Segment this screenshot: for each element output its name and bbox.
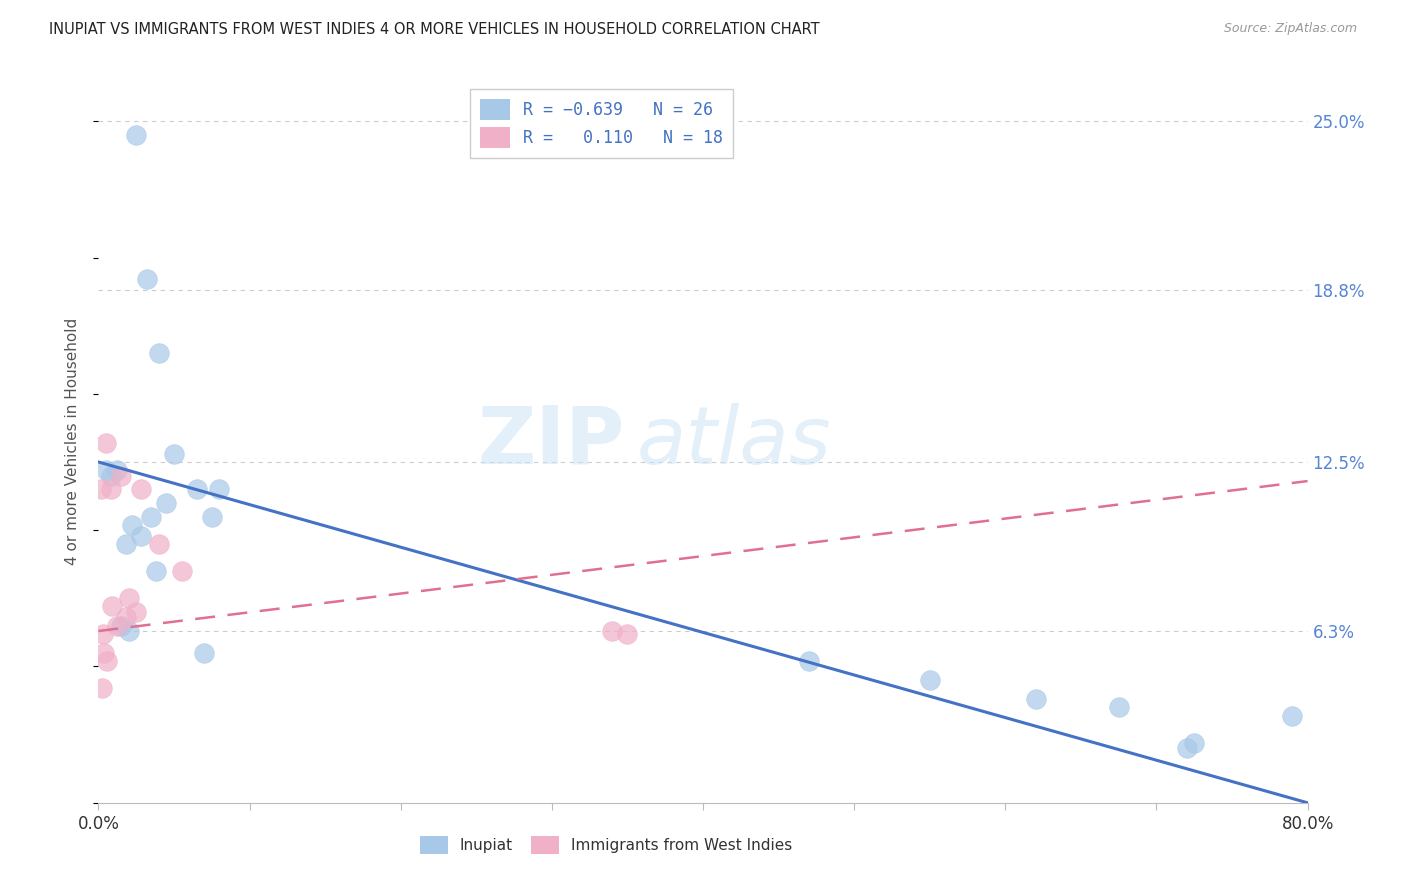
Point	[602, 624, 624, 638]
Text: INUPIAT VS IMMIGRANTS FROM WEST INDIES 4 OR MORE VEHICLES IN HOUSEHOLD CORRELATI: INUPIAT VS IMMIGRANTS FROM WEST INDIES 4…	[49, 22, 820, 37]
Point	[110, 618, 132, 632]
Point	[1281, 708, 1303, 723]
Point	[145, 564, 167, 578]
Point	[101, 599, 124, 614]
Point	[201, 509, 224, 524]
Point	[918, 673, 941, 687]
Point	[125, 605, 148, 619]
Point	[1108, 700, 1130, 714]
Point	[129, 528, 152, 542]
Point	[118, 591, 141, 606]
Point	[118, 624, 141, 638]
Point	[91, 626, 114, 640]
Point	[125, 128, 148, 142]
Point	[100, 482, 122, 496]
Point	[155, 496, 177, 510]
Point	[90, 482, 112, 496]
Point	[105, 618, 128, 632]
Point	[110, 468, 132, 483]
Point	[148, 346, 170, 360]
Point	[114, 610, 136, 624]
Point	[91, 681, 114, 696]
Point	[141, 509, 163, 524]
Point	[93, 646, 115, 660]
Point	[135, 272, 157, 286]
Point	[208, 482, 231, 496]
Text: atlas: atlas	[637, 402, 831, 481]
Point	[148, 537, 170, 551]
Point	[186, 482, 208, 496]
Point	[96, 654, 118, 668]
Point	[94, 436, 117, 450]
Legend: Inupiat, Immigrants from West Indies: Inupiat, Immigrants from West Indies	[415, 830, 799, 860]
Point	[163, 447, 186, 461]
Point	[170, 564, 193, 578]
Point	[105, 463, 128, 477]
Point	[797, 654, 820, 668]
Point	[1024, 692, 1046, 706]
Text: Source: ZipAtlas.com: Source: ZipAtlas.com	[1223, 22, 1357, 36]
Y-axis label: 4 or more Vehicles in Household: 4 or more Vehicles in Household	[65, 318, 80, 566]
Point	[193, 646, 215, 660]
Point	[94, 463, 117, 477]
Point	[1182, 736, 1205, 750]
Text: ZIP: ZIP	[477, 402, 624, 481]
Point	[129, 482, 152, 496]
Point	[121, 517, 143, 532]
Point	[114, 537, 136, 551]
Point	[100, 468, 122, 483]
Point	[1175, 741, 1198, 756]
Point	[616, 626, 638, 640]
